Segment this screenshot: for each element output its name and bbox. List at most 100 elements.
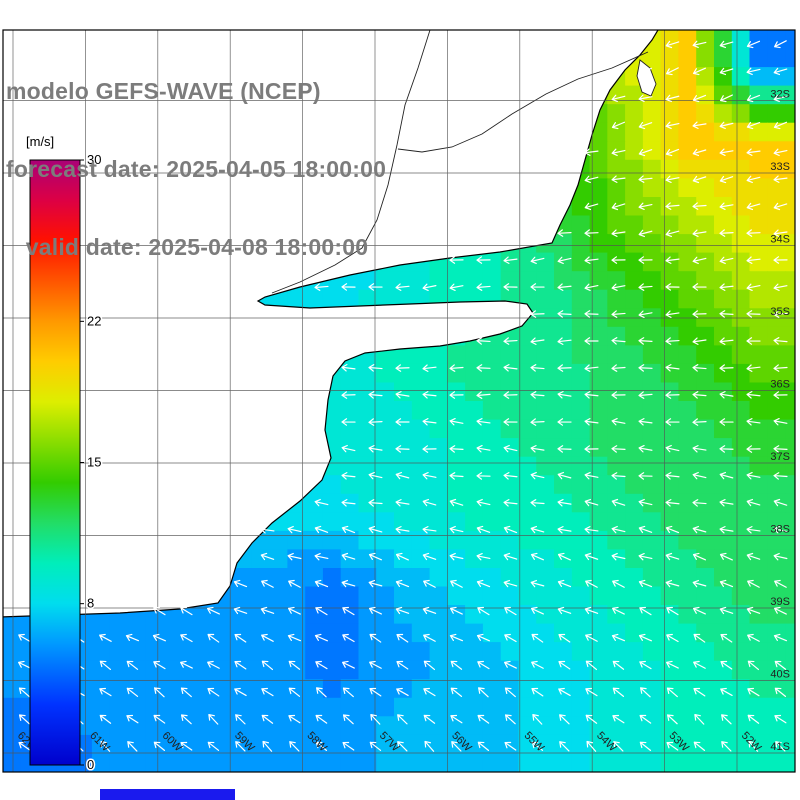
- field-cell: [394, 475, 413, 495]
- field-cell: [714, 141, 733, 161]
- wind-arrow: [557, 606, 572, 615]
- field-cell: [767, 568, 786, 588]
- wind-arrow: [287, 525, 302, 534]
- wind-arrow: [422, 283, 437, 292]
- field-cell: [589, 419, 608, 439]
- field-cell: [696, 697, 715, 717]
- field-cell: [660, 530, 680, 551]
- field-cell: [447, 772, 465, 791]
- wind-arrow: [773, 67, 788, 76]
- wind-arrow: [611, 498, 626, 507]
- field-cell: [696, 252, 715, 272]
- field-cell: [358, 493, 377, 513]
- wind-arrow: [586, 740, 597, 752]
- field-cell: [429, 401, 448, 421]
- field-cell: [482, 568, 502, 588]
- wind-arrow: [154, 687, 165, 698]
- wind-arrow: [611, 606, 625, 615]
- field-cell: [678, 623, 697, 643]
- wind-arrow: [314, 283, 329, 291]
- wind-arrow: [719, 364, 734, 372]
- field-cell: [714, 697, 733, 717]
- field-cell: [234, 623, 253, 643]
- field-cell: [607, 178, 626, 198]
- field-cell: [767, 215, 786, 235]
- field-cell: [749, 512, 768, 532]
- field-cell: [447, 623, 466, 643]
- wind-arrow: [315, 660, 328, 670]
- wind-arrow: [422, 606, 437, 615]
- field-cell: [660, 642, 680, 662]
- field-cell: [749, 345, 768, 365]
- field-cell: [411, 716, 431, 736]
- wind-arrow: [180, 660, 193, 669]
- field-cell: [465, 512, 484, 532]
- wind-arrow: [746, 202, 761, 211]
- field-cell: [785, 549, 795, 569]
- wind-arrow: [773, 445, 788, 453]
- wind-arrow: [719, 579, 734, 588]
- field-cell: [376, 660, 395, 680]
- field-cell: [571, 568, 591, 588]
- field-cell: [625, 178, 644, 198]
- field-cell: [322, 679, 342, 699]
- wind-arrow: [611, 175, 626, 183]
- field-cell: [482, 456, 502, 476]
- field-cell: [607, 104, 626, 124]
- field-cell: [785, 30, 795, 50]
- field-cell: [554, 753, 573, 772]
- model-title: modelo GEFS-WAVE (NCEP): [6, 78, 321, 104]
- field-cell: [590, 772, 608, 791]
- wind-arrow: [260, 552, 275, 561]
- field-cell: [322, 530, 342, 551]
- field-cell: [430, 772, 448, 791]
- field-cell: [322, 753, 342, 772]
- field-cell: [696, 345, 715, 365]
- wind-arrow: [719, 202, 734, 211]
- field-cell: [305, 753, 324, 772]
- field-cell: [322, 716, 342, 736]
- wind-arrow: [530, 499, 545, 507]
- field-cell: [696, 104, 715, 124]
- wind-arrow: [341, 391, 356, 399]
- wind-arrow: [315, 714, 328, 724]
- field-cell: [429, 605, 448, 625]
- field-cell: [767, 419, 786, 439]
- wind-arrow: [207, 687, 220, 697]
- wind-arrow: [314, 498, 329, 507]
- field-cell: [749, 122, 768, 142]
- field-cell: [554, 475, 573, 495]
- field-cell: [411, 512, 431, 532]
- field-cell: [660, 438, 680, 458]
- wind-arrow: [746, 526, 761, 534]
- field-cell: [589, 178, 608, 198]
- wind-arrow: [476, 444, 491, 453]
- field-cell: [571, 493, 591, 513]
- field-cell: [714, 48, 733, 68]
- wind-arrow: [559, 741, 570, 752]
- wind-arrow: [369, 687, 382, 697]
- field-cell: [714, 401, 733, 421]
- field-cell: [642, 178, 662, 198]
- wind-arrow: [719, 283, 734, 291]
- field-cell: [571, 716, 591, 736]
- field-cell: [447, 345, 466, 365]
- field-cell: [767, 104, 786, 124]
- field-cell: [714, 623, 733, 643]
- field-cell: [785, 363, 795, 384]
- field-cell: [518, 493, 537, 513]
- field-cell: [731, 419, 751, 439]
- field-cell: [340, 382, 360, 402]
- field-cell: [500, 549, 520, 569]
- field-cell: [358, 289, 377, 309]
- wind-arrow: [396, 687, 409, 697]
- wind-arrow: [342, 741, 355, 751]
- field-cell: [482, 493, 502, 513]
- field-cell: [376, 568, 395, 588]
- wind-arrow: [665, 148, 680, 157]
- field-cell: [696, 734, 715, 755]
- wind-arrow: [100, 740, 111, 752]
- field-cell: [109, 623, 129, 643]
- field-cell: [340, 753, 360, 772]
- field-cell: [607, 753, 626, 772]
